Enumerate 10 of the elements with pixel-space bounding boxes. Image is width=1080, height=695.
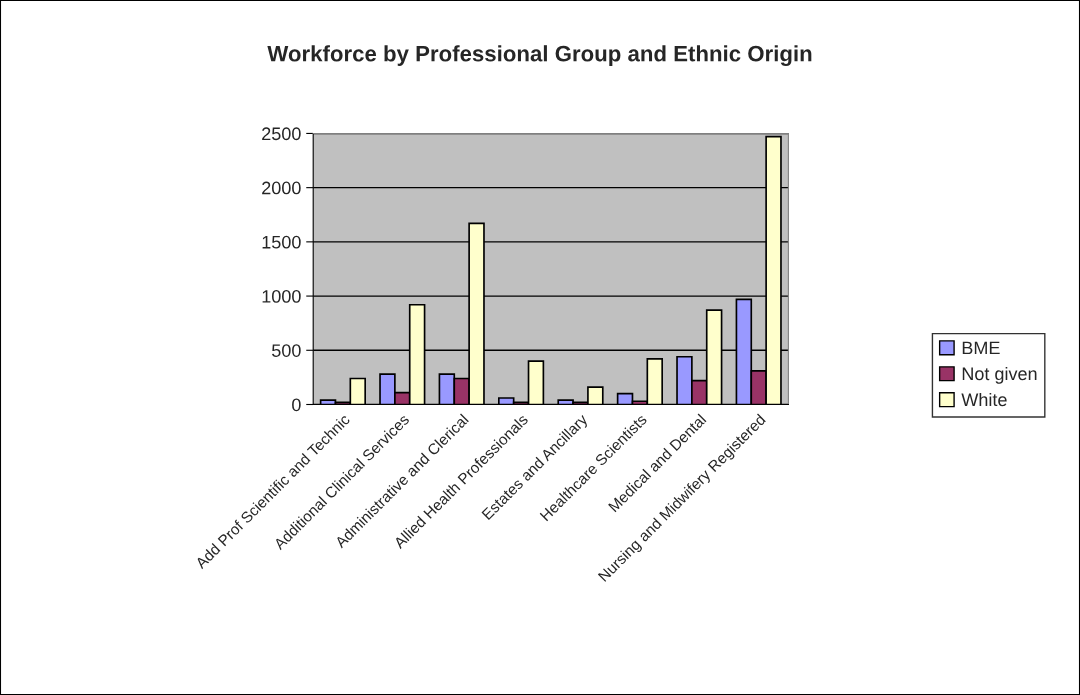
legend-label: White <box>961 392 1007 407</box>
y-tick-label: 0 <box>292 398 301 412</box>
legend-label: Not given <box>962 366 1037 384</box>
y-tick-label: 2500 <box>262 127 301 141</box>
legend-label: BME <box>962 341 1000 355</box>
y-tick-label: 1500 <box>262 235 301 249</box>
y-tick-label: 1000 <box>262 290 301 303</box>
y-tick-label: 2000 <box>262 181 301 195</box>
y-tick-label: 500 <box>271 344 301 357</box>
chart-title: Workforce by Professional Group and Ethnic Origin <box>267 45 812 67</box>
